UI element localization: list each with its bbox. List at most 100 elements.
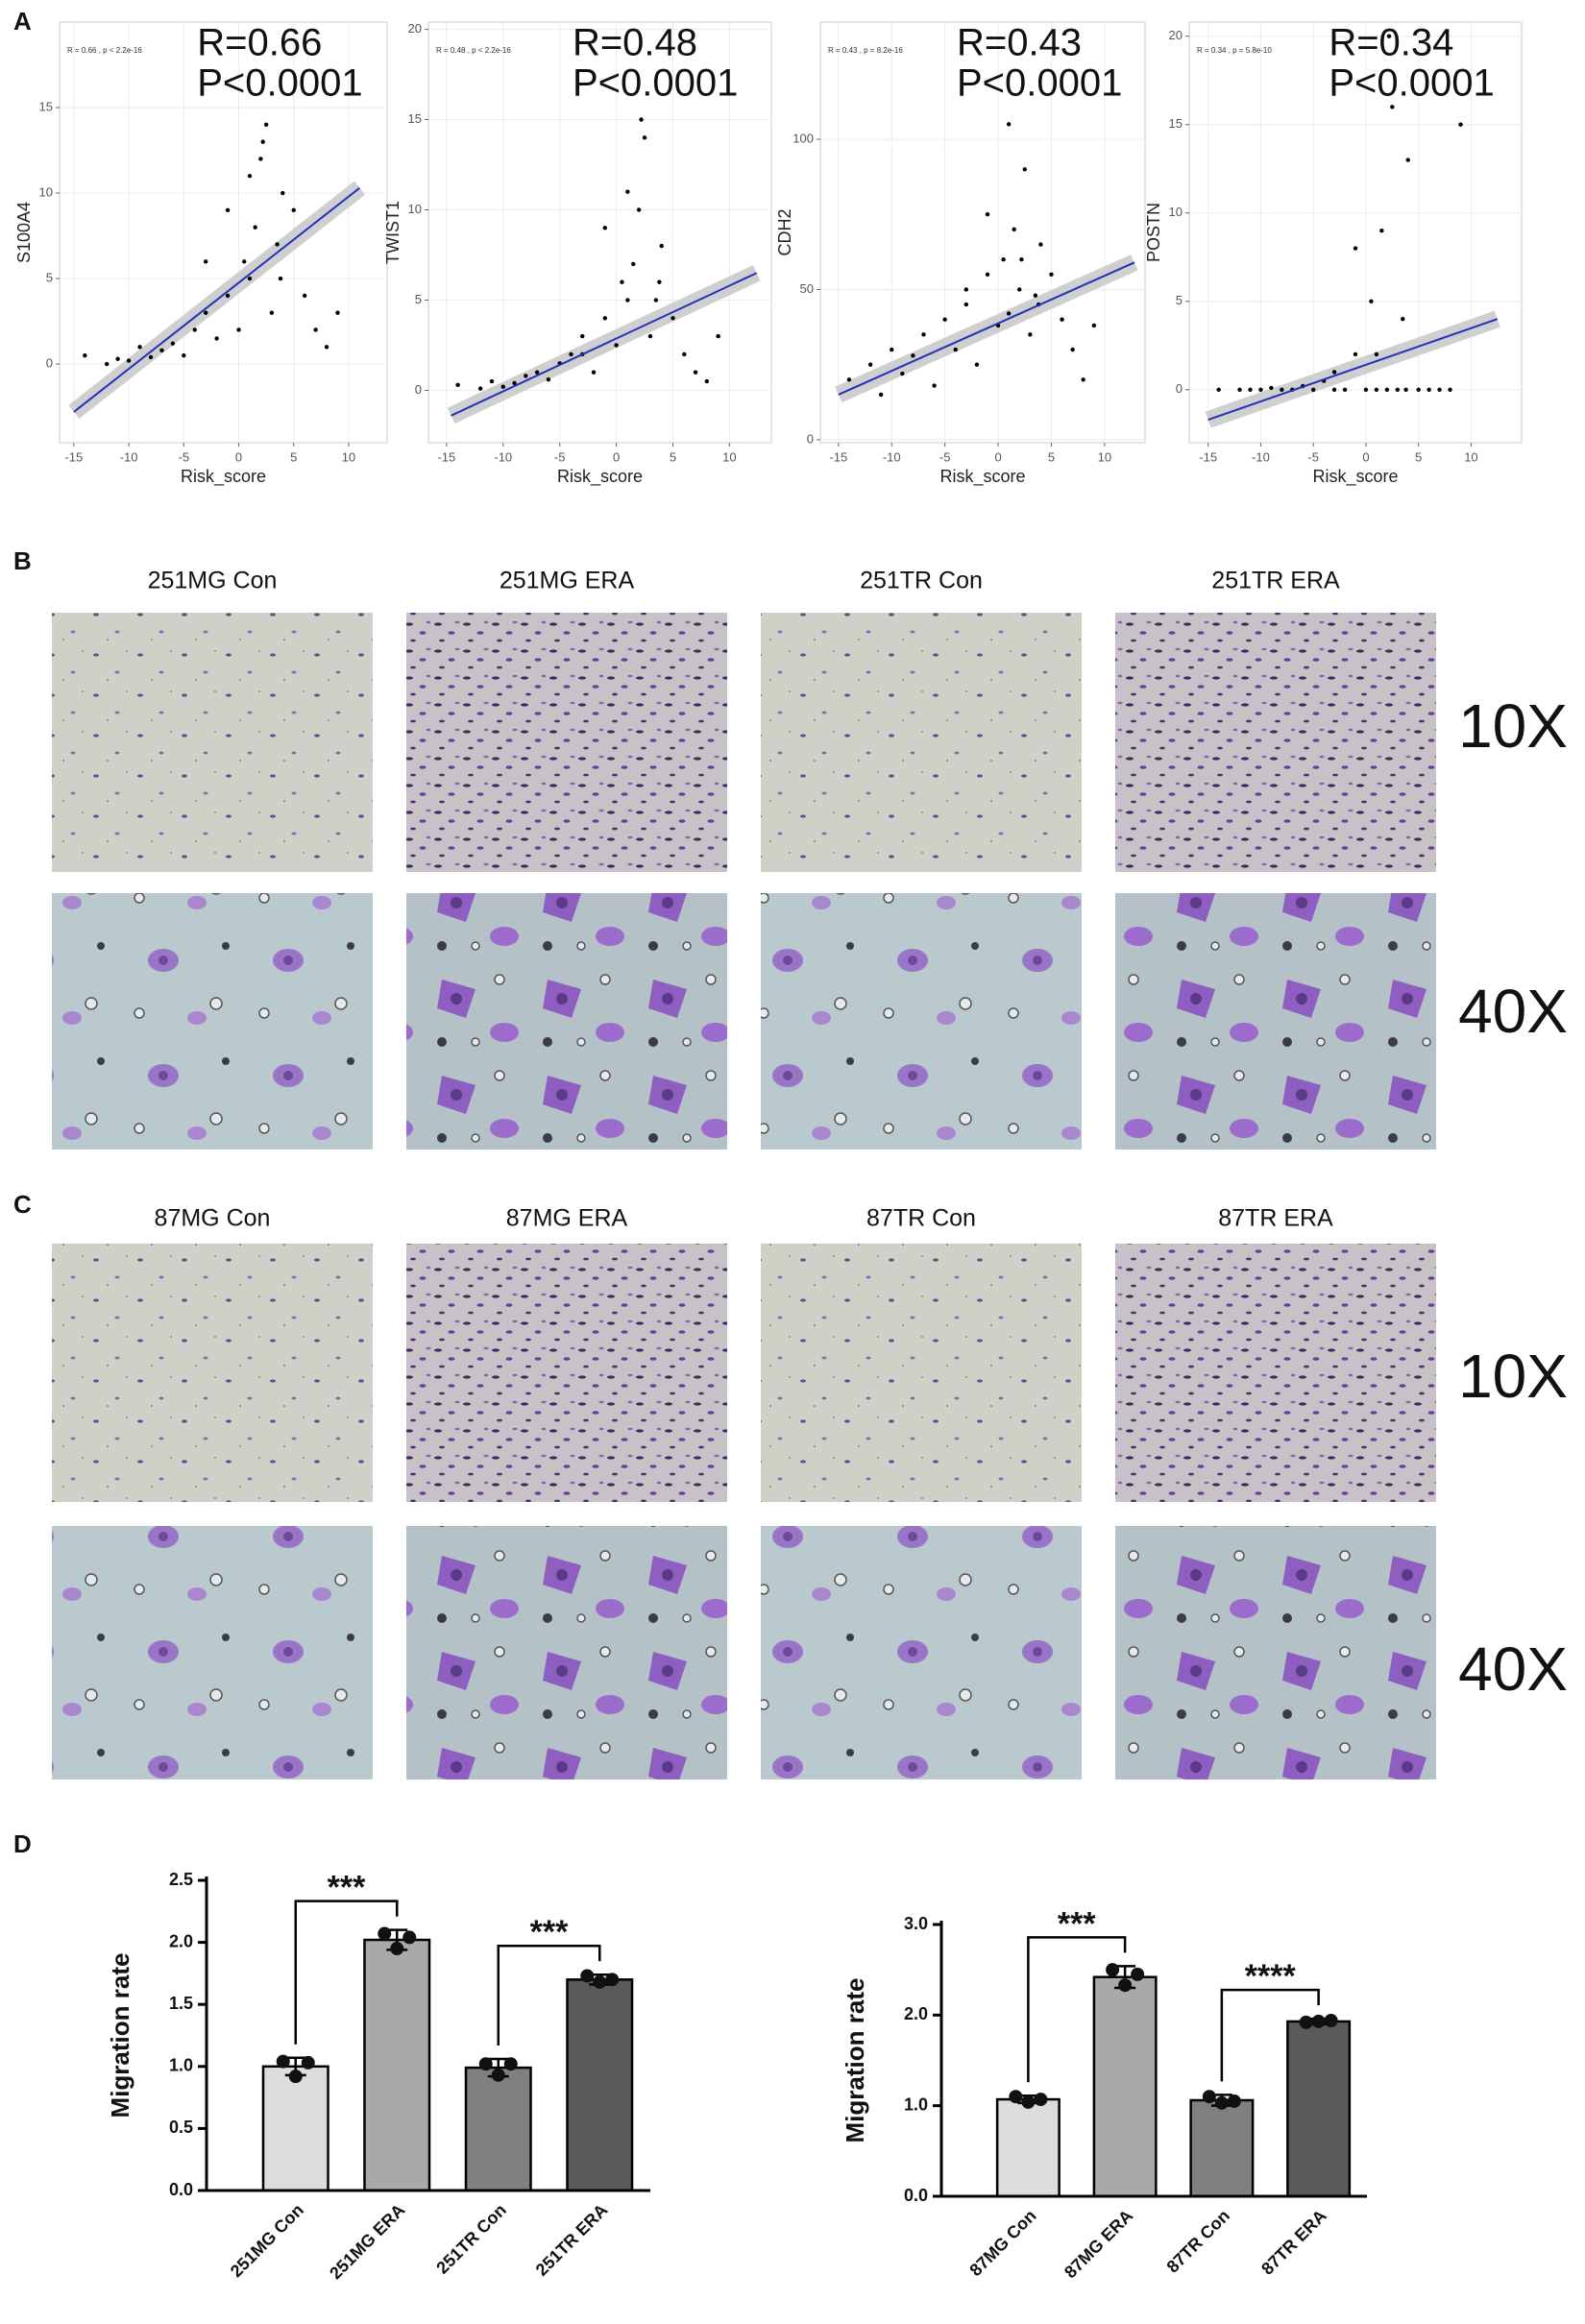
point [890, 347, 894, 352]
point [1374, 351, 1379, 357]
data-point [390, 1942, 404, 1956]
stat-label: R = 0.43 , p = 8.2e-16 [828, 46, 903, 55]
micrograph [1115, 1526, 1436, 1779]
x-tick-label: -5 [939, 449, 951, 464]
data-point [503, 2057, 518, 2071]
point [182, 352, 186, 358]
point [580, 333, 585, 339]
point [911, 353, 915, 358]
axes [205, 1876, 650, 2192]
y-axis-title: POSTN [1144, 203, 1163, 262]
significance-label: *** [530, 1914, 569, 1950]
y-tick-label: 1.5 [169, 1994, 193, 2013]
point [659, 243, 664, 249]
point [524, 374, 528, 378]
x-tick-label: -5 [179, 449, 190, 464]
x-tick-label: -15 [829, 449, 847, 464]
x-tick-label: -10 [494, 449, 512, 464]
data-point [301, 2055, 315, 2070]
x-tick-label: 87MG Con [965, 2206, 1039, 2280]
point [1038, 242, 1043, 247]
x-tick-label: -15 [437, 449, 455, 464]
magnification-label: 10X [1458, 1342, 1568, 1411]
point [1248, 387, 1253, 392]
x-tick-label: 0 [235, 449, 242, 464]
x-tick-label: -10 [883, 449, 901, 464]
y-tick-label: 1.0 [169, 2056, 193, 2075]
x-tick-label: 5 [1048, 449, 1055, 464]
point [1006, 122, 1012, 127]
point [1006, 311, 1012, 316]
column-title: 251TR Con [860, 568, 983, 594]
bar [1286, 2020, 1352, 2198]
p-annotation: P<0.0001 [197, 62, 362, 105]
point [1258, 387, 1263, 392]
micrograph [761, 1526, 1082, 1779]
panel-label: B [13, 546, 32, 575]
point [83, 352, 87, 358]
x-axis-title: Risk_score [939, 467, 1025, 487]
point [657, 279, 662, 284]
point [942, 317, 947, 322]
y-tick-label: 15 [408, 111, 422, 126]
point [985, 272, 990, 277]
point [1401, 316, 1405, 322]
data-point [1227, 2094, 1241, 2108]
magnification-label: 40X [1458, 1634, 1568, 1704]
point [1390, 105, 1395, 109]
magnification-label: 40X [1458, 977, 1568, 1046]
significance-bracket [497, 1944, 601, 2046]
point [985, 212, 990, 217]
annotation: R=0.48 [573, 22, 697, 64]
point [242, 259, 247, 264]
fit-line [73, 186, 361, 413]
point [932, 383, 937, 388]
x-tick-label: 0 [1362, 449, 1369, 464]
data-point [378, 1926, 392, 1941]
point [636, 207, 642, 212]
point [148, 354, 154, 360]
data-point [1299, 2015, 1313, 2029]
column-title: 87TR Con [866, 1205, 976, 1232]
point [1369, 299, 1374, 303]
data-point [288, 2070, 303, 2084]
point [203, 310, 208, 315]
point [953, 347, 958, 352]
point [625, 189, 630, 194]
y-axis-title: Migration rate [841, 1978, 869, 2143]
p-annotation: P<0.0001 [957, 62, 1122, 105]
point [324, 345, 329, 350]
point [653, 298, 659, 303]
point [1384, 387, 1390, 392]
point [620, 279, 624, 284]
point [1395, 387, 1400, 392]
fit-line [838, 261, 1135, 396]
point [1426, 387, 1431, 392]
point [225, 207, 231, 213]
p-annotation: P<0.0001 [1329, 62, 1494, 105]
data-point [276, 2054, 290, 2069]
y-tick-label: 0 [1176, 381, 1183, 396]
bar [1092, 1975, 1158, 2198]
point [1363, 387, 1369, 392]
point [126, 358, 132, 363]
point [247, 174, 253, 179]
significance-bracket [1220, 1988, 1320, 2082]
point [455, 382, 460, 388]
micrograph [406, 1244, 727, 1502]
point [1311, 387, 1316, 392]
point [569, 351, 573, 357]
bar [1189, 2098, 1255, 2198]
point [159, 348, 164, 353]
point [963, 287, 969, 292]
point [489, 378, 495, 384]
point [614, 343, 619, 348]
significance-label: *** [328, 1870, 366, 1906]
point [477, 386, 483, 391]
point [625, 298, 630, 303]
y-tick-label: 10 [408, 202, 422, 216]
data-point [1311, 2014, 1326, 2028]
x-tick-label: 10 [722, 449, 736, 464]
y-tick-label: 50 [800, 281, 814, 296]
point [236, 327, 241, 332]
